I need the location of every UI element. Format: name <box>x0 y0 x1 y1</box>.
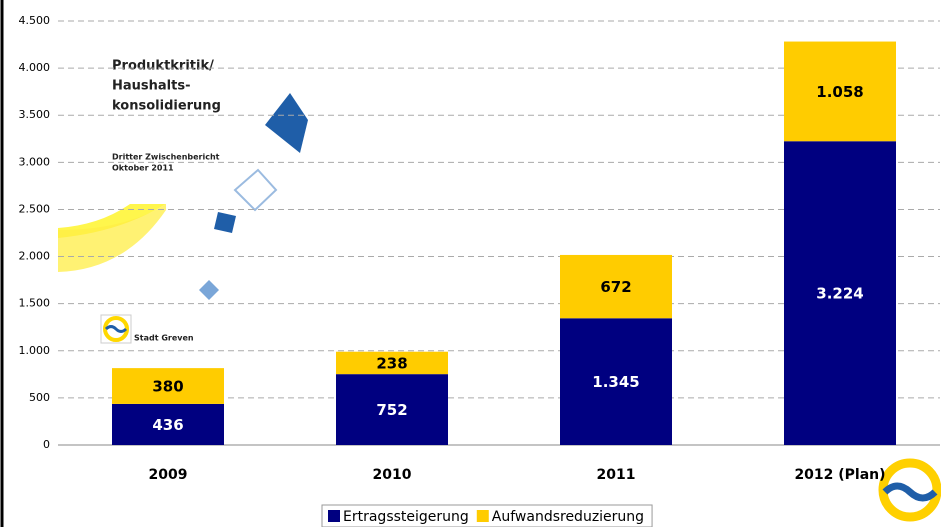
diamond <box>265 93 308 153</box>
logo <box>103 316 129 342</box>
bar-segment <box>112 403 224 445</box>
bar-segment <box>336 351 448 375</box>
yellow-arc <box>58 204 166 272</box>
data-label: 1.345 <box>592 373 639 391</box>
logo <box>104 325 128 333</box>
annotation: Produktkritik/ <box>112 59 214 74</box>
annotation: Oktober 2011 <box>112 164 174 173</box>
annotation: konsolidierung <box>112 99 221 114</box>
y-tick-label: 3.000 <box>19 155 51 168</box>
logo <box>882 482 938 502</box>
bar-segment <box>560 254 672 319</box>
data-label: 3.224 <box>816 285 863 303</box>
data-label: 436 <box>152 416 183 434</box>
y-tick-label: 2.500 <box>19 202 51 215</box>
x-tick-label: 2012 (Plan) <box>794 467 885 483</box>
annotation: Dritter Zwischenbericht <box>112 153 220 162</box>
y-tick-label: 4.500 <box>19 14 51 27</box>
legend-swatch <box>476 510 489 522</box>
y-tick-label: 4.000 <box>19 61 51 74</box>
y-tick-label: 1.500 <box>19 297 51 310</box>
logo <box>878 458 941 522</box>
y-tick-label: 1.000 <box>19 344 51 357</box>
x-tick-label: 2009 <box>149 467 188 483</box>
cover-decoration <box>58 93 941 522</box>
legend: Ertragssteigerung Aufwandsreduzierung <box>321 504 653 527</box>
y-tick-label: 2.000 <box>19 250 51 263</box>
annotation: Haushalts- <box>112 79 190 94</box>
x-tick-label: 2010 <box>373 467 412 483</box>
bar-segment <box>784 41 896 142</box>
data-label: 238 <box>376 354 407 372</box>
data-label: 380 <box>152 378 183 396</box>
diamond <box>214 212 236 233</box>
annotations: Produktkritik/Haushalts-konsolidierung Dr… <box>112 59 221 343</box>
legend-swatch <box>328 510 340 522</box>
bar-segment <box>112 368 224 404</box>
data-label: 752 <box>376 401 407 419</box>
bar-segment <box>336 374 448 445</box>
data-label: 672 <box>600 278 631 296</box>
data-label: 1.058 <box>816 83 863 101</box>
bar-segment <box>784 141 896 446</box>
x-tick-label: 2011 <box>597 467 636 483</box>
bar-segment <box>560 318 672 445</box>
y-tick-label: 0 <box>43 438 50 451</box>
y-tick-label: 3.500 <box>19 108 51 121</box>
legend-label: Aufwandsreduzierung <box>492 509 644 525</box>
diamond <box>199 280 219 300</box>
legend-label: Ertragssteigerung <box>343 509 469 525</box>
y-tick-label: 500 <box>29 391 50 404</box>
diamond <box>233 168 278 212</box>
annotation: Stadt Greven <box>134 334 194 343</box>
